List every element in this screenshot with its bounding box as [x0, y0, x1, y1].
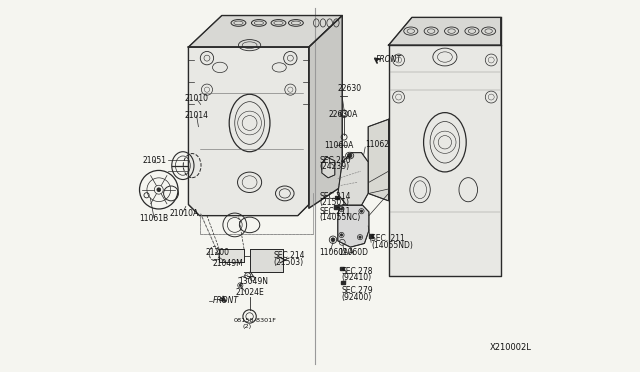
Text: SEC. 211: SEC. 211	[371, 234, 405, 243]
Text: FRONT: FRONT	[212, 296, 239, 305]
Text: (2): (2)	[242, 324, 252, 328]
Text: 21010: 21010	[185, 94, 209, 103]
Polygon shape	[219, 249, 244, 262]
Text: 21049M: 21049M	[212, 259, 243, 267]
Polygon shape	[338, 205, 369, 247]
Bar	[335, 196, 339, 199]
Text: SEC.240: SEC.240	[319, 155, 351, 164]
Text: 11061B: 11061B	[139, 214, 168, 223]
Text: (14055NC): (14055NC)	[319, 213, 360, 222]
Circle shape	[348, 153, 352, 158]
Text: 21024E: 21024E	[236, 288, 264, 297]
Text: (21503): (21503)	[274, 258, 304, 267]
Bar	[334, 205, 338, 209]
Text: 21014: 21014	[185, 111, 209, 120]
Text: (92400): (92400)	[342, 293, 372, 302]
Polygon shape	[388, 17, 501, 45]
Bar	[369, 234, 372, 238]
Text: 22630A: 22630A	[328, 110, 358, 119]
Circle shape	[359, 236, 361, 238]
Text: 21051: 21051	[142, 155, 166, 164]
Text: SEC.278: SEC.278	[342, 267, 373, 276]
Polygon shape	[338, 153, 368, 205]
Text: SEC.211: SEC.211	[319, 207, 351, 216]
Text: SEC.279: SEC.279	[342, 286, 373, 295]
Circle shape	[331, 238, 335, 241]
Polygon shape	[188, 16, 342, 47]
Text: 11060A: 11060A	[324, 141, 353, 150]
Bar	[340, 267, 344, 270]
Circle shape	[340, 208, 342, 210]
Circle shape	[157, 188, 161, 192]
Text: 11062: 11062	[365, 140, 389, 149]
Text: 21010A: 21010A	[170, 209, 199, 218]
Text: (92410): (92410)	[342, 273, 372, 282]
Text: (24239): (24239)	[319, 162, 349, 171]
Text: X210002L: X210002L	[490, 343, 532, 352]
Circle shape	[239, 284, 241, 286]
Text: (21501): (21501)	[319, 198, 349, 207]
Text: 11060D: 11060D	[338, 248, 368, 257]
Text: 22630: 22630	[338, 84, 362, 93]
Polygon shape	[388, 45, 501, 276]
Circle shape	[360, 210, 363, 212]
Polygon shape	[188, 47, 309, 216]
Text: 13049N: 13049N	[239, 277, 268, 286]
Text: 11060AA: 11060AA	[319, 248, 354, 257]
Text: SEC.214: SEC.214	[319, 192, 351, 201]
Text: (14055ND): (14055ND)	[371, 241, 413, 250]
Bar	[342, 280, 345, 284]
Polygon shape	[322, 157, 335, 178]
Text: 08158-8301F: 08158-8301F	[234, 318, 277, 323]
Polygon shape	[309, 16, 342, 208]
Polygon shape	[250, 249, 283, 272]
Text: 21200: 21200	[205, 248, 229, 257]
Text: SEC.214: SEC.214	[274, 251, 305, 260]
Circle shape	[340, 234, 342, 236]
Polygon shape	[368, 119, 388, 201]
Text: FRONT: FRONT	[376, 55, 401, 64]
